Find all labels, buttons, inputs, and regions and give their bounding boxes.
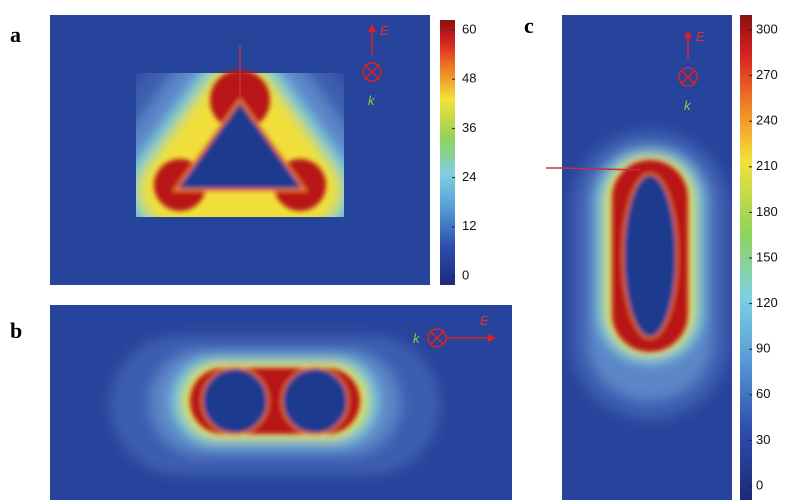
polarization-icon <box>427 328 496 348</box>
colorbar-tick-label: 0 <box>756 477 763 492</box>
field-map <box>562 15 732 500</box>
field-map <box>50 15 430 285</box>
e-label: E <box>480 313 489 328</box>
colorbar-tick-label: 210 <box>756 158 778 173</box>
k-label: k <box>368 93 376 108</box>
k-label: k <box>413 331 421 346</box>
colorbar-tick-label: 240 <box>756 113 778 128</box>
colorbar-tick-label: 150 <box>756 249 778 264</box>
colorbar-tick-label: 120 <box>756 295 778 310</box>
panel-label: c <box>524 13 534 38</box>
colorbar-tick-label: 180 <box>756 204 778 219</box>
colorbar-tick-label: 36 <box>462 120 476 135</box>
panel-label: a <box>10 22 21 47</box>
colorbar-tick-label: 48 <box>462 71 476 86</box>
polarization-icon <box>362 24 382 82</box>
colorbar-tick-label: 60 <box>462 21 476 36</box>
colorbar-tick-label: 24 <box>462 169 476 184</box>
colorbar <box>440 20 455 285</box>
field-map <box>50 305 512 500</box>
colorbar-tick-label: 30 <box>756 432 770 447</box>
panel-label: b <box>10 318 22 343</box>
colorbar-tick-label: 270 <box>756 67 778 82</box>
colorbar-tick-label: 60 <box>756 386 770 401</box>
e-label: E <box>380 23 389 38</box>
colorbar <box>740 15 752 500</box>
colorbar-tick-label: 90 <box>756 341 770 356</box>
e-label: E <box>696 29 705 44</box>
polarization-icon <box>678 30 698 87</box>
colorbar-tick-label: 300 <box>756 21 778 36</box>
k-label: k <box>684 98 692 113</box>
colorbar-tick-label: 12 <box>462 218 476 233</box>
colorbar-tick-label: 0 <box>462 267 469 282</box>
